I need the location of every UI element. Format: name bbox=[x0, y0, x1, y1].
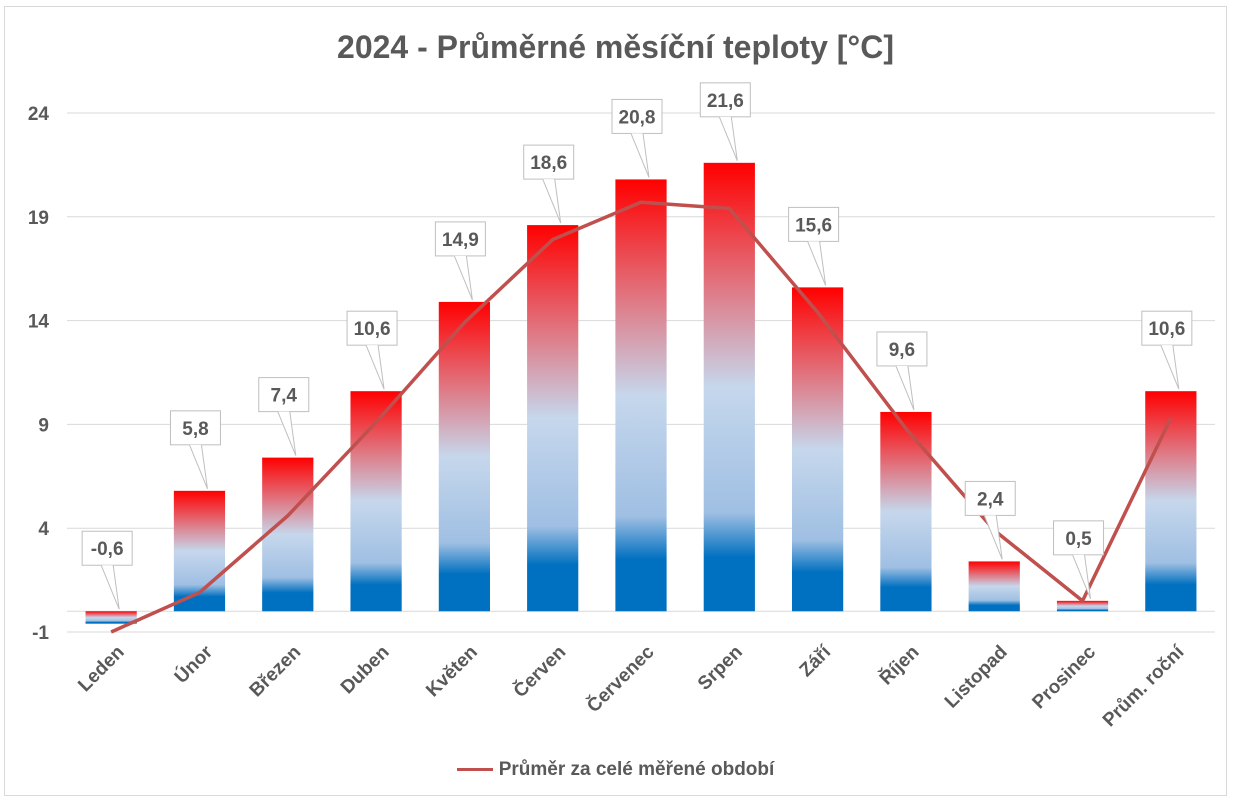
data-label-pointer bbox=[808, 241, 826, 285]
data-label-text: 18,6 bbox=[530, 153, 567, 174]
x-category-label: Červenec bbox=[582, 641, 658, 717]
x-category-label: Srpen bbox=[694, 642, 747, 695]
data-label: 14,9 bbox=[435, 222, 485, 300]
data-label-text: 9,6 bbox=[889, 340, 915, 361]
y-tick-label: 24 bbox=[28, 104, 50, 125]
data-label: 0,5 bbox=[1054, 521, 1104, 599]
bar bbox=[527, 225, 578, 611]
y-tick-label: 9 bbox=[38, 415, 49, 436]
data-label-text: 5,8 bbox=[182, 419, 208, 440]
x-category-label: Říjen bbox=[875, 641, 923, 689]
bar bbox=[880, 412, 931, 611]
data-label: 5,8 bbox=[170, 411, 220, 489]
x-category-label: Září bbox=[796, 641, 836, 681]
x-category-label: Prům. roční bbox=[1099, 641, 1189, 731]
x-category-label: Červen bbox=[509, 641, 570, 702]
data-label-text: 10,6 bbox=[1148, 319, 1185, 340]
data-label: 15,6 bbox=[789, 207, 839, 285]
bar bbox=[969, 561, 1020, 611]
bar bbox=[262, 458, 313, 612]
y-tick-label: -1 bbox=[32, 623, 49, 644]
y-tick-label: 19 bbox=[28, 208, 49, 229]
data-label: 2,4 bbox=[965, 481, 1015, 559]
data-label: 10,6 bbox=[347, 311, 397, 389]
data-label: 7,4 bbox=[259, 378, 309, 456]
data-label-text: -0,6 bbox=[91, 539, 124, 560]
data-label-text: 15,6 bbox=[795, 215, 832, 236]
legend: Průměr za celé měřené období bbox=[5, 759, 1226, 781]
data-label: 10,6 bbox=[1142, 311, 1192, 389]
data-label-text: 20,8 bbox=[619, 107, 656, 128]
data-label-pointer bbox=[1073, 555, 1091, 599]
data-label-pointer bbox=[984, 515, 1002, 559]
legend-line-swatch bbox=[457, 768, 493, 771]
data-label-pointer bbox=[896, 366, 914, 410]
bar bbox=[1145, 391, 1196, 611]
x-category-label: Listopad bbox=[941, 642, 1012, 713]
data-label: 21,6 bbox=[700, 83, 750, 161]
data-label-text: 0,5 bbox=[1065, 529, 1092, 550]
data-label: 18,6 bbox=[524, 145, 574, 223]
bar bbox=[439, 302, 490, 611]
data-label-pointer bbox=[278, 412, 296, 456]
data-label-text: 2,4 bbox=[977, 489, 1004, 510]
legend-label: Průměr za celé měřené období bbox=[499, 759, 775, 780]
data-label-text: 7,4 bbox=[271, 386, 298, 407]
x-category-label: Leden bbox=[74, 642, 128, 696]
data-label-pointer bbox=[101, 565, 119, 609]
bar bbox=[86, 611, 137, 623]
data-label-pointer bbox=[719, 117, 737, 161]
bar bbox=[615, 179, 666, 611]
data-label-pointer bbox=[189, 445, 207, 489]
data-label-text: 14,9 bbox=[442, 230, 479, 251]
data-label-pointer bbox=[454, 256, 472, 300]
data-label-pointer bbox=[631, 133, 649, 177]
x-category-label: Prosinec bbox=[1028, 641, 1100, 713]
data-label-pointer bbox=[366, 345, 384, 389]
data-label: -0,6 bbox=[82, 531, 132, 609]
chart-plot: -1 4 9 14 19 24 -0,6 5,8 7,4 10,6 14,9 18,6 20,8 21,6… bbox=[5, 7, 1228, 797]
x-category-label: Únor bbox=[170, 641, 217, 688]
x-category-label: Březen bbox=[246, 642, 306, 702]
x-category-label: Květen bbox=[422, 642, 482, 702]
y-tick-label: 14 bbox=[28, 312, 50, 333]
data-label-text: 21,6 bbox=[707, 91, 744, 112]
x-category-label: Duben bbox=[337, 642, 394, 699]
data-label: 20,8 bbox=[612, 99, 662, 177]
data-label-text: 10,6 bbox=[354, 319, 391, 340]
y-tick-label: 4 bbox=[38, 519, 49, 540]
data-label-pointer bbox=[1161, 345, 1179, 389]
